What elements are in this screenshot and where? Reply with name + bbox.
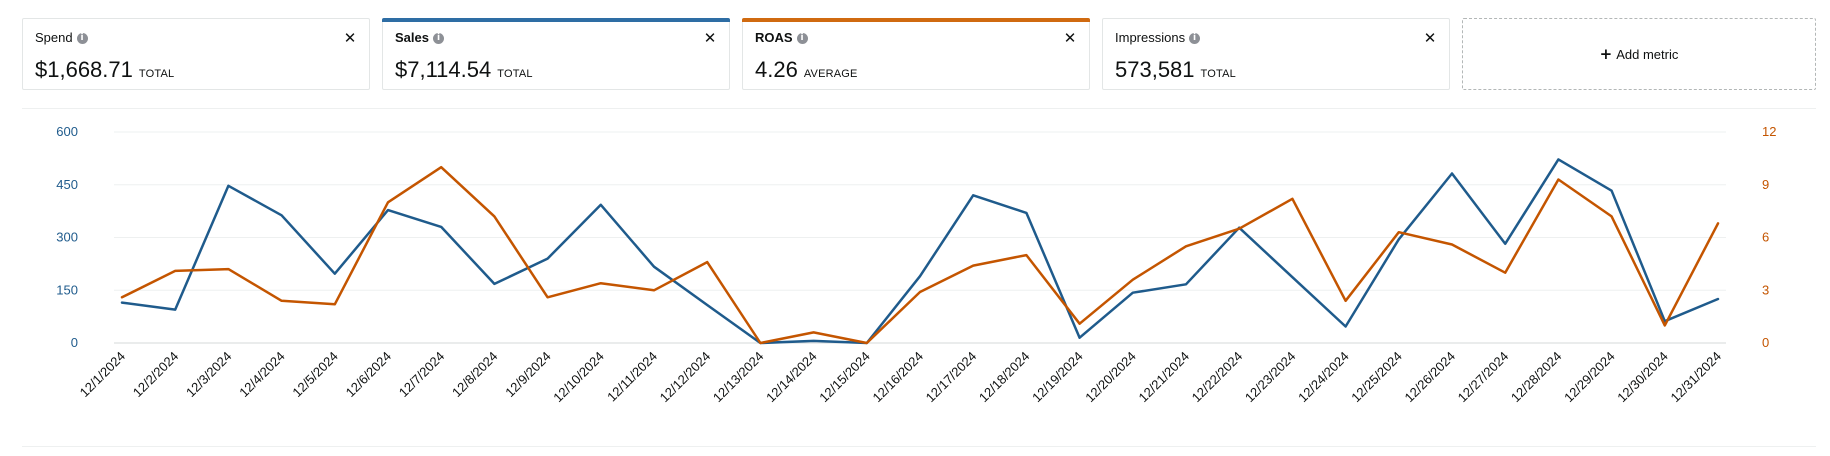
x-tick-label: 12/16/2024 [869,349,926,406]
x-tick-label: 12/9/2024 [502,349,554,401]
metric-value: 4.26 [755,57,798,82]
x-tick-label: 12/14/2024 [763,349,820,406]
metric-value: $7,114.54 [395,57,492,82]
y-tick-label-left: 450 [56,177,78,192]
x-tick-label: 12/22/2024 [1189,349,1246,406]
x-tick-label: 12/10/2024 [550,349,607,406]
x-tick-label: 12/29/2024 [1561,349,1618,406]
x-tick-label: 12/13/2024 [710,349,767,406]
x-tick-label: 12/5/2024 [289,349,341,401]
x-tick-label: 12/19/2024 [1029,349,1086,406]
metric-label: Impressions [1115,30,1186,45]
metric-value-row: 4.26 AVERAGE [755,57,858,83]
info-icon[interactable]: i [432,32,444,44]
x-tick-label: 12/20/2024 [1082,349,1139,406]
metric-label: ROAS [755,30,793,45]
metric-suffix: TOTAL [1200,68,1236,80]
metric-card-impressions[interactable]: Impressions i ✕ 573,581 TOTAL [1102,18,1450,90]
metric-label-row: Sales i [395,30,444,46]
metric-card-roas[interactable]: ROAS i ✕ 4.26 AVERAGE [742,18,1090,90]
plus-icon: + [1599,45,1613,63]
x-tick-label: 12/6/2024 [343,349,395,401]
y-tick-label-left: 0 [71,335,78,350]
x-tick-label: 12/2/2024 [130,349,182,401]
x-tick-label: 12/23/2024 [1242,349,1299,406]
metric-accent-bar [382,18,730,22]
x-tick-label: 12/15/2024 [816,349,873,406]
metric-label: Sales [395,30,429,45]
metric-value: 573,581 [1115,57,1195,82]
metric-suffix: TOTAL [138,68,175,80]
metric-label: Spend [35,30,73,45]
x-tick-label: 12/8/2024 [449,349,501,401]
metric-value-row: $1,668.71 TOTAL [35,57,174,83]
metric-card-sales[interactable]: Sales i ✕ $7,114.54 TOTAL [382,18,730,90]
x-tick-label: 12/27/2024 [1455,349,1512,406]
close-icon[interactable]: ✕ [703,29,717,47]
x-tick-label: 12/28/2024 [1508,349,1565,406]
metric-value-row: $7,114.54 TOTAL [395,57,533,83]
divider [22,446,1816,447]
close-icon[interactable]: ✕ [1063,29,1077,47]
metric-cards: Spend i ✕ $1,668.71 TOTAL Sales i ✕ $7,1… [22,18,1816,90]
y-tick-label-left: 300 [56,230,78,245]
y-tick-label-right: 12 [1762,124,1776,139]
y-tick-label-left: 150 [56,282,78,297]
x-tick-label: 12/4/2024 [236,349,288,401]
metric-value-row: 573,581 TOTAL [1115,57,1236,83]
info-icon[interactable]: i [1189,32,1201,44]
x-tick-label: 12/3/2024 [183,349,235,401]
metric-label-row: ROAS i [755,30,808,46]
y-tick-label-right: 9 [1762,177,1769,192]
x-tick-label: 12/17/2024 [923,349,980,406]
close-icon[interactable]: ✕ [1423,29,1437,47]
metric-value: $1,668.71 [35,57,133,82]
add-metric-label: Add metric [1616,46,1679,62]
metric-label-row: Spend i [35,30,88,46]
metric-suffix: TOTAL [497,68,533,80]
metric-label-row: Impressions i [1115,30,1201,46]
close-icon[interactable]: ✕ [343,29,357,47]
y-tick-label-right: 3 [1762,282,1769,297]
metric-card-spend[interactable]: Spend i ✕ $1,668.71 TOTAL [22,18,370,90]
x-tick-label: 12/30/2024 [1614,349,1671,406]
x-tick-label: 12/24/2024 [1295,349,1352,406]
x-tick-label: 12/11/2024 [604,349,660,405]
divider [22,108,1816,109]
y-tick-label-left: 600 [56,124,78,139]
x-tick-label: 12/18/2024 [976,349,1033,406]
x-tick-label: 12/1/2024 [77,349,129,401]
y-tick-label-right: 0 [1762,335,1769,350]
metric-accent-bar [742,18,1090,22]
metric-suffix: AVERAGE [803,68,858,80]
info-icon[interactable]: i [796,32,808,44]
y-tick-label-right: 6 [1762,230,1769,245]
x-tick-label: 12/7/2024 [396,349,448,401]
series-line-roas [120,165,1720,345]
info-icon[interactable]: i [76,32,88,44]
x-tick-label: 12/25/2024 [1348,349,1405,406]
x-tick-label: 12/12/2024 [657,349,714,406]
x-tick-label: 12/26/2024 [1401,349,1458,406]
x-tick-label: 12/31/2024 [1667,349,1724,406]
add-metric-button[interactable]: + Add metric [1462,18,1816,90]
x-tick-label: 12/21/2024 [1135,349,1192,406]
